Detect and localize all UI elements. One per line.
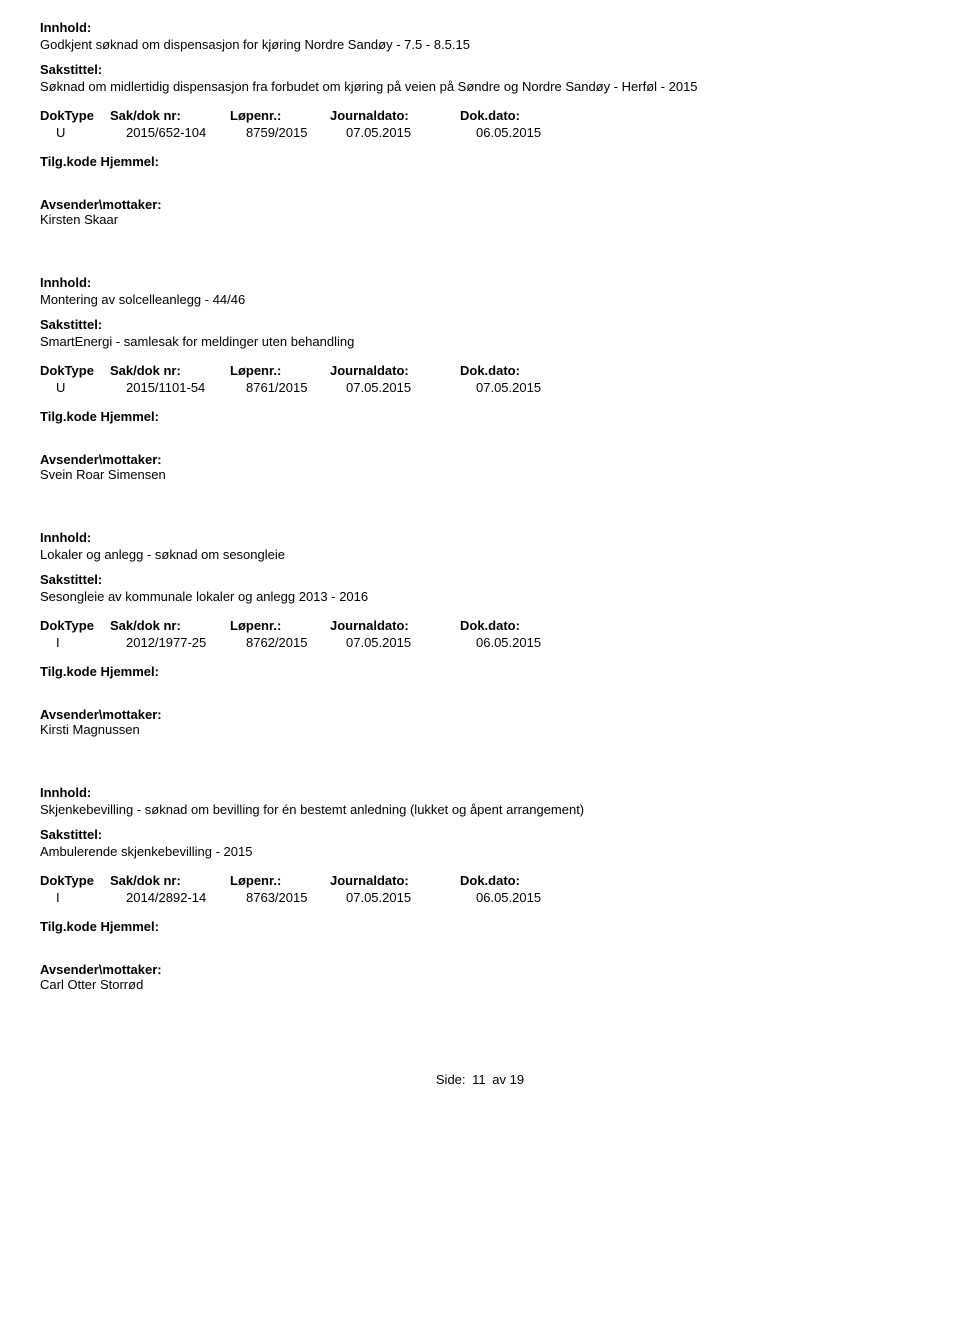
tilg-hjemmel: Tilg.kode Hjemmel: xyxy=(40,919,920,934)
col-doktype-header: DokType xyxy=(40,873,110,888)
avsender-value: Carl Otter Storrød xyxy=(40,977,920,992)
journal-entry: Innhold: Godkjent søknad om dispensasjon… xyxy=(40,20,920,227)
dokdato-value: 06.05.2015 xyxy=(476,125,586,140)
col-lopenr-header: Løpenr.: xyxy=(230,363,330,378)
dokdato-value: 07.05.2015 xyxy=(476,380,586,395)
col-doktype-header: DokType xyxy=(40,618,110,633)
innhold-text: Skjenkebevilling - søknad om bevilling f… xyxy=(40,802,920,817)
lopenr-value: 8761/2015 xyxy=(246,380,346,395)
innhold-text: Lokaler og anlegg - søknad om sesongleie xyxy=(40,547,920,562)
col-journal-header: Journaldato: xyxy=(330,873,460,888)
journal-entry: Innhold: Skjenkebevilling - søknad om be… xyxy=(40,785,920,992)
doktype-value: U xyxy=(40,125,126,140)
sakstittel-text: SmartEnergi - samlesak for meldinger ute… xyxy=(40,334,920,349)
col-sakdok-header: Sak/dok nr: xyxy=(110,363,230,378)
col-journal-header: Journaldato: xyxy=(330,108,460,123)
dokdato-value: 06.05.2015 xyxy=(476,635,586,650)
col-dokdato-header: Dok.dato: xyxy=(460,618,570,633)
col-sakdok-header: Sak/dok nr: xyxy=(110,618,230,633)
table-header: DokType Sak/dok nr: Løpenr.: Journaldato… xyxy=(40,108,920,123)
sakstittel-label: Sakstittel: xyxy=(40,827,920,842)
sakdok-value: 2012/1977-25 xyxy=(126,635,246,650)
sakdok-value: 2015/1101-54 xyxy=(126,380,246,395)
col-doktype-header: DokType xyxy=(40,363,110,378)
av-label: av xyxy=(492,1072,506,1087)
journal-entry: Innhold: Lokaler og anlegg - søknad om s… xyxy=(40,530,920,737)
tilgkode-label: Tilg.kode xyxy=(40,409,97,424)
table-header: DokType Sak/dok nr: Løpenr.: Journaldato… xyxy=(40,363,920,378)
avsender-block: Avsender\mottaker: Kirsten Skaar xyxy=(40,197,920,227)
table-row: U 2015/652-104 8759/2015 07.05.2015 06.0… xyxy=(40,125,920,140)
table-header: DokType Sak/dok nr: Løpenr.: Journaldato… xyxy=(40,618,920,633)
col-lopenr-header: Løpenr.: xyxy=(230,873,330,888)
lopenr-value: 8762/2015 xyxy=(246,635,346,650)
sakdok-value: 2014/2892-14 xyxy=(126,890,246,905)
avsender-block: Avsender\mottaker: Kirsti Magnussen xyxy=(40,707,920,737)
hjemmel-label: Hjemmel: xyxy=(100,154,159,169)
avsender-value: Kirsti Magnussen xyxy=(40,722,920,737)
dokdato-value: 06.05.2015 xyxy=(476,890,586,905)
col-lopenr-header: Løpenr.: xyxy=(230,108,330,123)
avsender-block: Avsender\mottaker: Carl Otter Storrød xyxy=(40,962,920,992)
tilgkode-label: Tilg.kode xyxy=(40,919,97,934)
avsender-label: Avsender\mottaker: xyxy=(40,452,920,467)
col-sakdok-header: Sak/dok nr: xyxy=(110,873,230,888)
col-journal-header: Journaldato: xyxy=(330,363,460,378)
table-row: I 2012/1977-25 8762/2015 07.05.2015 06.0… xyxy=(40,635,920,650)
avsender-block: Avsender\mottaker: Svein Roar Simensen xyxy=(40,452,920,482)
lopenr-value: 8763/2015 xyxy=(246,890,346,905)
sakstittel-text: Søknad om midlertidig dispensasjon fra f… xyxy=(40,79,920,94)
page-current: 11 xyxy=(472,1072,486,1087)
innhold-label: Innhold: xyxy=(40,275,920,290)
avsender-label: Avsender\mottaker: xyxy=(40,707,920,722)
table-header: DokType Sak/dok nr: Løpenr.: Journaldato… xyxy=(40,873,920,888)
tilgkode-label: Tilg.kode xyxy=(40,154,97,169)
doktype-value: I xyxy=(40,635,126,650)
hjemmel-label: Hjemmel: xyxy=(100,409,159,424)
journal-entry: Innhold: Montering av solcelleanlegg - 4… xyxy=(40,275,920,482)
avsender-value: Svein Roar Simensen xyxy=(40,467,920,482)
doktype-value: U xyxy=(40,380,126,395)
journaldato-value: 07.05.2015 xyxy=(346,380,476,395)
avsender-value: Kirsten Skaar xyxy=(40,212,920,227)
sakstittel-label: Sakstittel: xyxy=(40,317,920,332)
tilg-hjemmel: Tilg.kode Hjemmel: xyxy=(40,664,920,679)
sakstittel-text: Sesongleie av kommunale lokaler og anleg… xyxy=(40,589,920,604)
tilgkode-label: Tilg.kode xyxy=(40,664,97,679)
side-label: Side: xyxy=(436,1072,466,1087)
avsender-label: Avsender\mottaker: xyxy=(40,197,920,212)
journaldato-value: 07.05.2015 xyxy=(346,635,476,650)
col-lopenr-header: Løpenr.: xyxy=(230,618,330,633)
page-total: 19 xyxy=(510,1072,524,1087)
col-doktype-header: DokType xyxy=(40,108,110,123)
innhold-label: Innhold: xyxy=(40,785,920,800)
innhold-label: Innhold: xyxy=(40,530,920,545)
tilg-hjemmel: Tilg.kode Hjemmel: xyxy=(40,154,920,169)
page-footer: Side: 11 av 19 xyxy=(40,1072,920,1087)
sakstittel-label: Sakstittel: xyxy=(40,572,920,587)
journaldato-value: 07.05.2015 xyxy=(346,890,476,905)
table-row: I 2014/2892-14 8763/2015 07.05.2015 06.0… xyxy=(40,890,920,905)
tilg-hjemmel: Tilg.kode Hjemmel: xyxy=(40,409,920,424)
col-dokdato-header: Dok.dato: xyxy=(460,108,570,123)
col-journal-header: Journaldato: xyxy=(330,618,460,633)
innhold-text: Montering av solcelleanlegg - 44/46 xyxy=(40,292,920,307)
col-dokdato-header: Dok.dato: xyxy=(460,363,570,378)
avsender-label: Avsender\mottaker: xyxy=(40,962,920,977)
sakstittel-text: Ambulerende skjenkebevilling - 2015 xyxy=(40,844,920,859)
journaldato-value: 07.05.2015 xyxy=(346,125,476,140)
hjemmel-label: Hjemmel: xyxy=(100,664,159,679)
hjemmel-label: Hjemmel: xyxy=(100,919,159,934)
sakdok-value: 2015/652-104 xyxy=(126,125,246,140)
col-sakdok-header: Sak/dok nr: xyxy=(110,108,230,123)
innhold-text: Godkjent søknad om dispensasjon for kjør… xyxy=(40,37,920,52)
table-row: U 2015/1101-54 8761/2015 07.05.2015 07.0… xyxy=(40,380,920,395)
sakstittel-label: Sakstittel: xyxy=(40,62,920,77)
lopenr-value: 8759/2015 xyxy=(246,125,346,140)
doktype-value: I xyxy=(40,890,126,905)
col-dokdato-header: Dok.dato: xyxy=(460,873,570,888)
innhold-label: Innhold: xyxy=(40,20,920,35)
